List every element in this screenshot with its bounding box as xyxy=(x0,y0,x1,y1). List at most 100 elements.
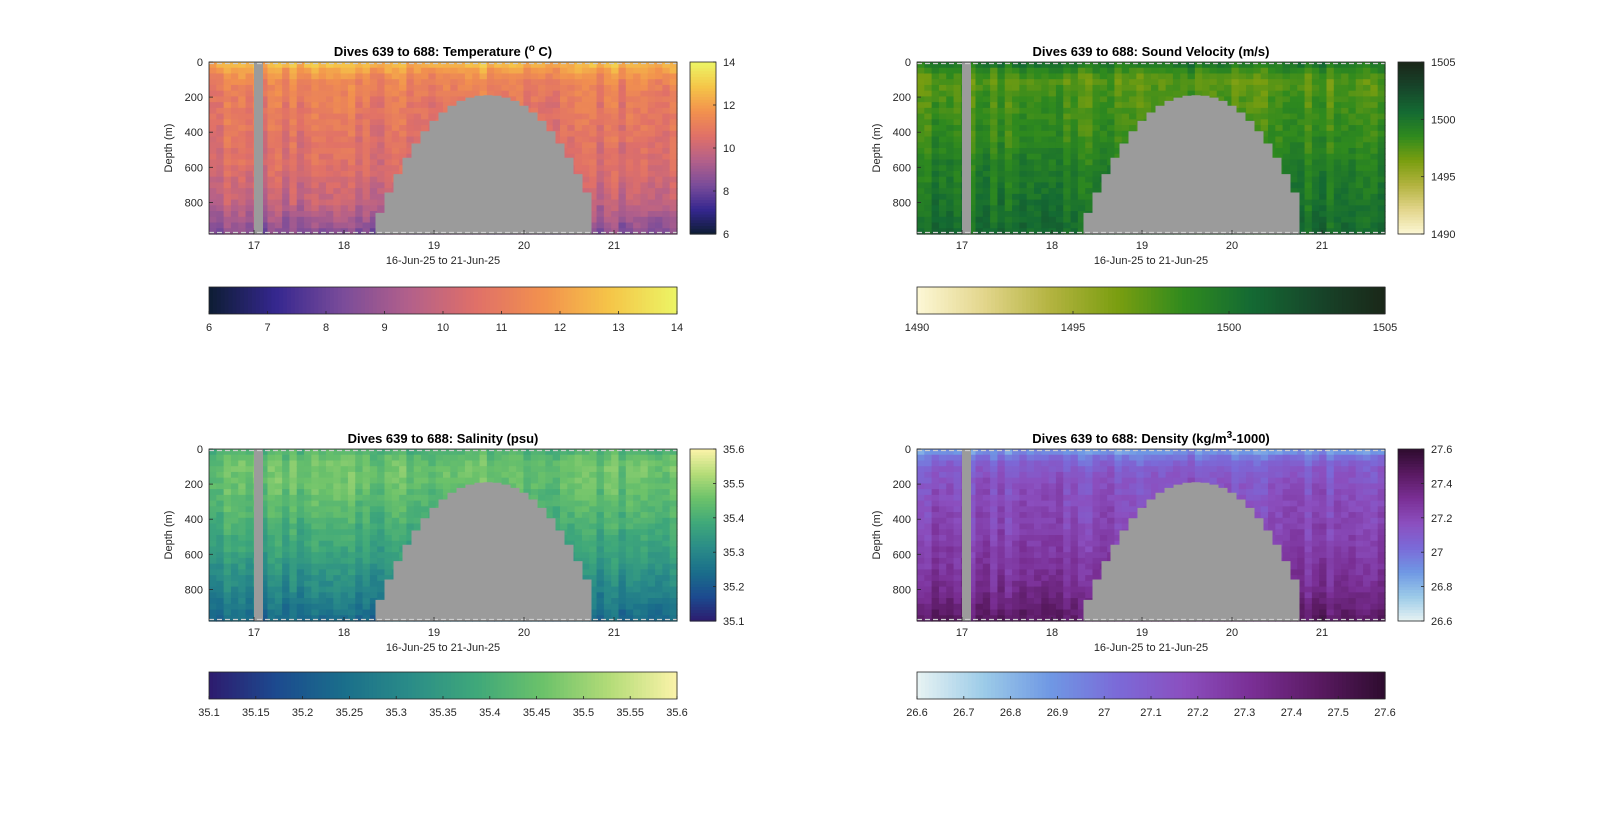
heatmap-cell xyxy=(1311,142,1320,149)
heatmap-cell xyxy=(1319,148,1328,155)
colorbar-segment xyxy=(1365,287,1370,314)
heatmap-cell xyxy=(596,182,605,189)
heatmap-cell xyxy=(1048,153,1057,161)
heatmap-cell xyxy=(975,113,984,120)
heatmap-cell xyxy=(1355,113,1364,120)
heatmap-cell xyxy=(296,228,305,235)
heatmap-cell xyxy=(603,142,612,149)
heatmap-cell xyxy=(589,176,598,183)
heatmap-cell xyxy=(304,113,312,120)
heatmap-cell xyxy=(326,119,334,126)
heatmap-cell xyxy=(230,102,239,109)
heatmap-cell xyxy=(362,84,371,92)
heatmap-cell xyxy=(574,62,583,69)
heatmap-cell xyxy=(655,90,663,97)
heatmap-cell xyxy=(333,569,342,576)
heatmap-cell xyxy=(1048,62,1057,69)
heatmap-cell xyxy=(931,228,940,235)
heatmap-cell xyxy=(296,466,305,473)
heatmap-cell xyxy=(209,466,217,473)
heatmap-cell xyxy=(1341,228,1350,235)
heatmap-cell xyxy=(975,199,984,206)
heatmap-cell xyxy=(230,165,239,172)
heatmap-cell xyxy=(209,454,217,462)
heatmap-cell xyxy=(1041,228,1050,235)
heatmap-cell xyxy=(953,62,962,69)
colorbar-segment xyxy=(690,84,716,89)
heatmap-cell xyxy=(1304,228,1313,235)
heatmap-cell xyxy=(1012,188,1020,195)
heatmap-cell xyxy=(1085,176,1094,183)
heatmap-cell xyxy=(347,228,356,235)
heatmap-cell xyxy=(946,193,955,201)
heatmap-cell xyxy=(333,529,342,536)
heatmap-cell xyxy=(260,483,269,490)
heatmap-cell xyxy=(340,483,349,490)
heatmap-cell xyxy=(1070,182,1079,189)
heatmap-cell xyxy=(1238,79,1247,86)
colorbar-segment xyxy=(1010,287,1016,314)
heatmap-cell xyxy=(1333,222,1342,229)
heatmap-cell xyxy=(399,90,408,97)
heatmap-cell xyxy=(1034,113,1042,120)
heatmap-cell xyxy=(355,615,364,622)
colorbar-segment xyxy=(1398,165,1424,169)
heatmap-cell xyxy=(289,176,298,183)
heatmap-cell xyxy=(982,125,991,132)
heatmap-cell xyxy=(347,119,356,126)
heatmap-cell xyxy=(975,165,984,172)
heatmap-cell xyxy=(1041,159,1050,166)
colorbar-segment xyxy=(1096,287,1101,314)
heatmap-cell xyxy=(245,506,254,513)
heatmap-cell xyxy=(1151,67,1159,75)
colorbar-segment xyxy=(1002,287,1008,314)
heatmap-cell xyxy=(230,449,239,456)
heatmap-cell xyxy=(938,222,947,229)
heatmap-cell xyxy=(1077,159,1086,166)
heatmap-cell xyxy=(589,199,598,206)
heatmap-cell xyxy=(274,107,283,115)
heatmap-cell xyxy=(223,563,232,570)
heatmap-cell xyxy=(238,142,247,149)
colorbar-segment xyxy=(415,287,421,314)
heatmap-cell xyxy=(611,130,620,138)
heatmap-cell xyxy=(603,62,612,69)
heatmap-cell xyxy=(1026,222,1035,229)
heatmap-cell xyxy=(1099,62,1108,69)
heatmap-cell xyxy=(223,494,232,502)
heatmap-cell xyxy=(1114,136,1123,143)
heatmap-cell xyxy=(282,563,291,570)
heatmap-cell xyxy=(377,119,386,126)
colorbar-segment xyxy=(1398,73,1424,77)
heatmap-cell xyxy=(209,460,217,467)
heatmap-cell xyxy=(340,540,349,548)
colorbar-segment xyxy=(1398,84,1424,89)
heatmap-cell xyxy=(216,193,225,201)
heatmap-cell xyxy=(596,142,605,149)
heatmap-cell xyxy=(223,107,232,115)
heatmap-cell xyxy=(245,535,254,542)
heatmap-cell xyxy=(1326,102,1335,109)
heatmap-cell xyxy=(1026,193,1035,201)
colorbar-segment xyxy=(1205,287,1211,314)
heatmap-cell xyxy=(1048,119,1057,126)
heatmap-cell xyxy=(209,136,217,143)
heatmap-cell xyxy=(917,130,925,138)
heatmap-cell xyxy=(355,557,364,565)
heatmap-cell xyxy=(647,136,656,143)
heatmap-cell xyxy=(1268,84,1276,92)
heatmap-cell xyxy=(545,125,554,132)
heatmap-cell xyxy=(997,142,1006,149)
heatmap-cell xyxy=(1048,113,1057,120)
heatmap-cell xyxy=(581,176,590,183)
heatmap-cell xyxy=(311,466,320,473)
colorbar-segment xyxy=(690,176,716,181)
colorbar-segment xyxy=(1398,162,1424,166)
heatmap-cell xyxy=(669,130,678,138)
heatmap-cell xyxy=(953,176,962,183)
heatmap-cell xyxy=(611,73,620,80)
heatmap-cell xyxy=(997,222,1006,229)
heatmap-cell xyxy=(296,592,305,599)
heatmap-cell xyxy=(318,228,327,235)
colorbar-segment xyxy=(1326,287,1331,314)
